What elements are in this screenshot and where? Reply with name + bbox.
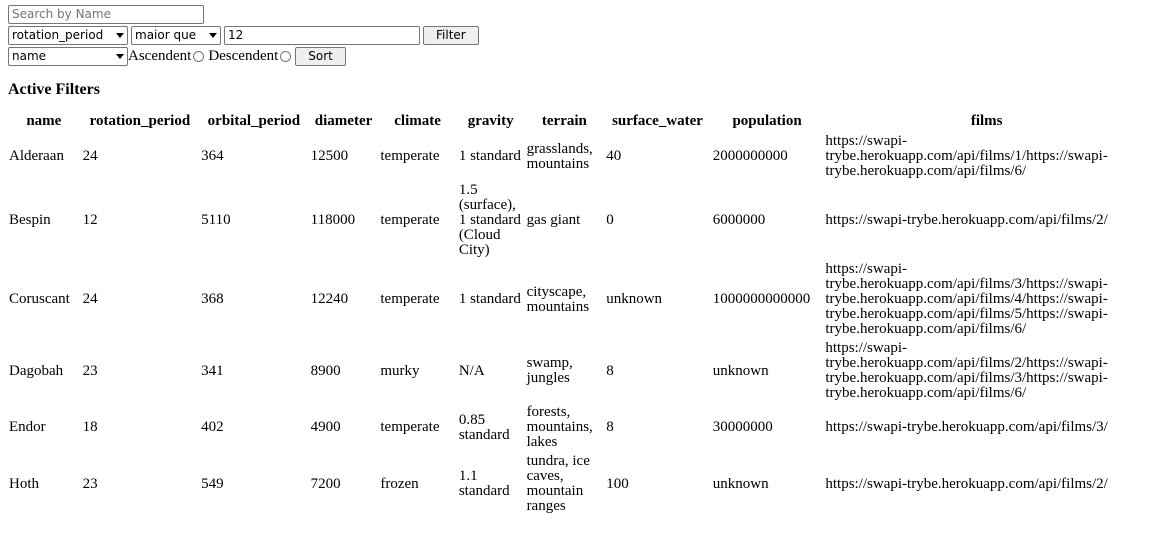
sort-column-select[interactable]: name (8, 46, 128, 66)
table-cell: 1.5 (surface), 1 standard (Cloud City) (458, 182, 521, 258)
sort-asc-radio[interactable] (193, 50, 205, 62)
table-cell: temperate (380, 419, 440, 435)
table-cell: unknown (712, 475, 769, 492)
table-row: Coruscant 24 368 12240 temperate 1 standard ci… (8, 261, 1149, 338)
table-cell: cityscape, mountains (526, 283, 590, 315)
table-cell: 4900 (310, 419, 341, 435)
table-cell: gas giant (526, 212, 581, 228)
column-header: diameter (314, 113, 373, 129)
table-cell: 2000000000 (712, 148, 788, 164)
comparison-select[interactable]: maior que (131, 25, 221, 45)
table-cell: 5110 (201, 212, 231, 228)
table-cell: N/A (458, 362, 485, 379)
table-cell: 24 (82, 148, 98, 164)
table-cell: Dagobah (9, 362, 64, 379)
table-cell: 12240 (310, 291, 349, 307)
table-cell: unknown (606, 291, 663, 307)
sort-desc-label: Descendent (208, 47, 279, 64)
sort-asc-label: Ascendent (128, 47, 192, 64)
table-cell: grasslands, mountains (526, 140, 593, 172)
table-cell: 0.85 standard (458, 411, 510, 443)
column-header: population (732, 113, 802, 129)
filter-button[interactable]: Filter (423, 25, 479, 45)
table-cell: 8900 (310, 362, 341, 379)
table-cell: 118000 (310, 212, 356, 228)
table-row: Dagobah 23 341 8900 murky N/A swamp, jungles 8 u… (8, 340, 1149, 402)
active-filters-heading: Active Filters (8, 81, 100, 98)
table-cell: 30000000 (712, 419, 773, 435)
table-cell: 402 (201, 419, 224, 435)
table-cell: 23 (82, 475, 98, 492)
column-header: name (26, 113, 62, 129)
table-cell: 549 (201, 475, 224, 492)
table-cell: 8 (606, 362, 614, 379)
table-row: Bespin 12 5110 118000 temperate 1.5 (surface)… (8, 182, 1149, 259)
column-header: climate (394, 113, 441, 129)
table-cell: murky (380, 362, 420, 379)
table-cell: 6000000 (712, 212, 766, 228)
filter-row: rotation_period maior que 12 Filter (8, 25, 1151, 45)
table-body: Alderaan 24 364 12500 temperate 1 standard gra… (8, 133, 1149, 515)
sort-desc-radio[interactable] (280, 50, 292, 62)
table-cell: 341 (201, 362, 224, 379)
column-header: rotation_period (89, 113, 191, 129)
table-cell: temperate (380, 148, 440, 164)
table-cell: Alderaan (9, 148, 64, 164)
sort-column-value: name (12, 48, 47, 63)
table-cell: 12500 (310, 148, 349, 164)
table-cell: 1000000000000 (712, 291, 811, 307)
table-cell: 100 (606, 475, 629, 492)
column-select-value: rotation_period (12, 27, 104, 42)
table-cell: https://swapi-trybe.herokuapp.com/api/fi… (825, 261, 1108, 337)
column-header: gravity (467, 113, 514, 129)
table-cell: https://swapi-trybe.herokuapp.com/api/fi… (825, 133, 1108, 179)
column-header: terrain (541, 113, 587, 129)
sort-button[interactable]: Sort (295, 46, 346, 66)
app: Search by Name rotation_period maior que… (0, 0, 1159, 517)
table-cell: 23 (82, 362, 98, 379)
table-cell: swamp, jungles (526, 355, 573, 386)
table-cell: temperate (380, 291, 440, 307)
table-cell: 24 (82, 291, 98, 307)
table-cell: 8 (606, 419, 614, 435)
table-cell: https://swapi-trybe.herokuapp.com/api/fi… (825, 340, 1108, 401)
table-cell: 40 (606, 148, 622, 164)
planets-table: name rotation_period orbital_period diamete… (6, 110, 1151, 517)
table-cell: Endor (9, 419, 46, 435)
table-cell: https://swapi-trybe.herokuapp.com/api/fi… (825, 475, 1108, 492)
header-row: name rotation_period orbital_period diamete… (8, 112, 1149, 131)
table-cell: 368 (201, 291, 224, 307)
table-cell: 0 (606, 212, 614, 228)
table-cell: Hoth (9, 475, 39, 492)
table-cell: unknown (712, 362, 769, 379)
search-input[interactable]: Search by Name (8, 4, 204, 24)
table-cell: temperate (380, 212, 440, 228)
column-select[interactable]: rotation_period (8, 25, 128, 45)
table-row: Hoth 23 549 7200 frozen 1.1 standard tundra, i… (8, 453, 1149, 515)
value-input[interactable]: 12 (224, 25, 420, 45)
table-cell: 7200 (310, 475, 341, 492)
table-cell: 1 standard (458, 291, 521, 307)
table-cell: https://swapi-trybe.herokuapp.com/api/fi… (825, 212, 1108, 228)
table-cell: Bespin (9, 212, 51, 228)
table-cell: 18 (82, 419, 98, 435)
table-cell: 12 (82, 212, 98, 228)
table-row: Alderaan 24 364 12500 temperate 1 standard gra… (8, 133, 1149, 180)
sort-row: name Ascendent Descendent Sort (8, 46, 1151, 66)
table-cell: 1 standard (458, 148, 521, 164)
search-row: Search by Name (8, 4, 1151, 24)
table-cell: tundra, ice caves, mountain ranges (526, 453, 590, 514)
column-header: films (970, 113, 1003, 129)
column-header: orbital_period (207, 113, 301, 129)
table-cell: Coruscant (9, 291, 70, 307)
table-cell: 364 (201, 148, 224, 164)
table-cell: 1.1 standard (458, 468, 510, 499)
table-cell: https://swapi-trybe.herokuapp.com/api/fi… (825, 419, 1108, 435)
comparison-select-value: maior que (135, 27, 197, 42)
table-cell: forests, mountains, lakes (526, 404, 593, 450)
table-cell: frozen (380, 475, 419, 492)
column-header: surface_water (612, 113, 703, 129)
table-row: Endor 18 402 4900 temperate 0.85 standard fore… (8, 404, 1149, 451)
